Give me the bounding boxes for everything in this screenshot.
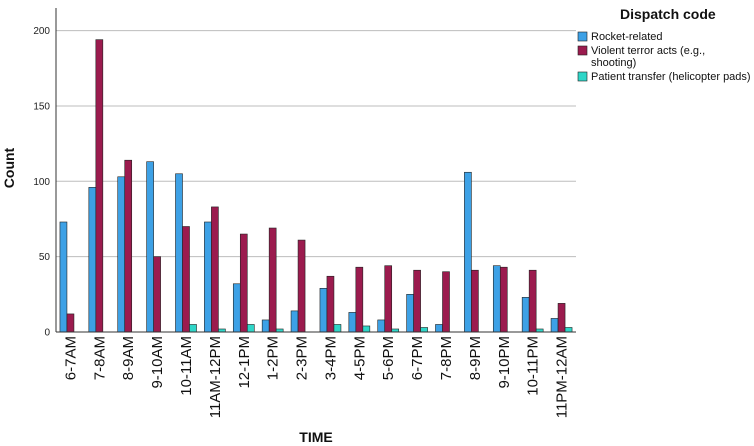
bar xyxy=(362,325,371,333)
bar xyxy=(297,239,306,333)
bar xyxy=(348,312,357,333)
bar xyxy=(435,324,443,333)
x-tick-label: 4-5PM xyxy=(351,336,368,380)
bar xyxy=(492,265,501,333)
x-axis-title: TIME xyxy=(299,429,332,445)
bar xyxy=(268,227,277,333)
x-tick-label: 12-1PM xyxy=(236,336,253,389)
bar xyxy=(175,173,183,333)
x-tick-label: 6-7AM xyxy=(62,336,79,380)
bar xyxy=(355,266,364,333)
bar xyxy=(471,269,479,333)
bar xyxy=(326,275,335,333)
bar xyxy=(88,187,97,333)
bar xyxy=(377,319,386,333)
x-tick-label: 7-8PM xyxy=(438,336,455,380)
legend-label: Rocket-related xyxy=(591,31,663,43)
legend-title: Dispatch code xyxy=(620,6,716,22)
x-tick-label: 6-7PM xyxy=(409,336,426,380)
x-tick-label: 7-8AM xyxy=(91,336,108,380)
bar xyxy=(153,256,161,333)
bar xyxy=(95,39,104,333)
bar xyxy=(239,233,248,333)
bars xyxy=(59,39,573,333)
bar xyxy=(528,269,537,333)
bar xyxy=(499,266,508,333)
bar xyxy=(189,324,197,333)
legend: Dispatch code Rocket-related Violent terr… xyxy=(577,6,751,83)
y-tick-label: 150 xyxy=(33,101,50,112)
bar xyxy=(66,313,75,333)
x-tick-label: 11AM-12PM xyxy=(207,336,224,418)
bar xyxy=(290,310,299,333)
legend-label: Patient transfer (helicopter pads) xyxy=(591,71,751,83)
bar xyxy=(442,271,450,333)
bar xyxy=(550,318,559,333)
bar xyxy=(232,283,241,333)
bar xyxy=(117,176,126,333)
y-tick-label: 0 xyxy=(44,328,50,339)
x-tick-label: 11PM-12AM xyxy=(554,336,571,418)
grid-lines xyxy=(56,30,576,258)
legend-swatch xyxy=(577,45,588,56)
bar xyxy=(564,327,573,333)
bar xyxy=(124,159,133,333)
x-tick-label: 10-11AM xyxy=(178,336,195,396)
bar xyxy=(413,269,421,333)
x-tick-label: 8-9PM xyxy=(467,336,484,380)
x-tick-label: 8-9AM xyxy=(120,336,137,380)
y-tick-label: 50 xyxy=(39,252,51,263)
x-tick-label: 9-10PM xyxy=(496,336,513,389)
y-tick-label: 200 xyxy=(33,26,50,37)
legend-swatch xyxy=(577,31,588,42)
bar xyxy=(261,319,270,333)
legend-swatch xyxy=(577,71,588,82)
legend-label: Violent terror acts (e.g., shooting) xyxy=(591,45,705,69)
bar xyxy=(211,206,219,333)
bar xyxy=(246,324,255,333)
bar xyxy=(384,265,393,333)
x-tick-label: 3-4PM xyxy=(322,336,339,380)
bar xyxy=(333,324,342,333)
y-axis-title: Count xyxy=(1,147,17,188)
bar xyxy=(204,221,212,333)
bar xyxy=(406,294,414,333)
x-tick-label: 10-11PM xyxy=(525,336,542,396)
bar xyxy=(59,221,68,333)
bar xyxy=(521,297,530,333)
x-tick-label: 9-10AM xyxy=(149,336,166,389)
y-tick-label: 100 xyxy=(33,177,50,188)
bar xyxy=(464,171,472,333)
x-tick-label: 2-3PM xyxy=(294,336,311,380)
x-tick-label: 5-6PM xyxy=(380,336,397,380)
bar xyxy=(319,287,328,333)
bar xyxy=(182,226,190,333)
x-tick-label: 1-2PM xyxy=(265,336,282,380)
bar xyxy=(420,327,428,333)
axes: 0 50 100 150 200 6-7AM 7-8AM 8-9AM 9-10AM 10-11AM… xyxy=(33,8,576,418)
bar xyxy=(146,161,154,333)
bar xyxy=(557,303,566,333)
